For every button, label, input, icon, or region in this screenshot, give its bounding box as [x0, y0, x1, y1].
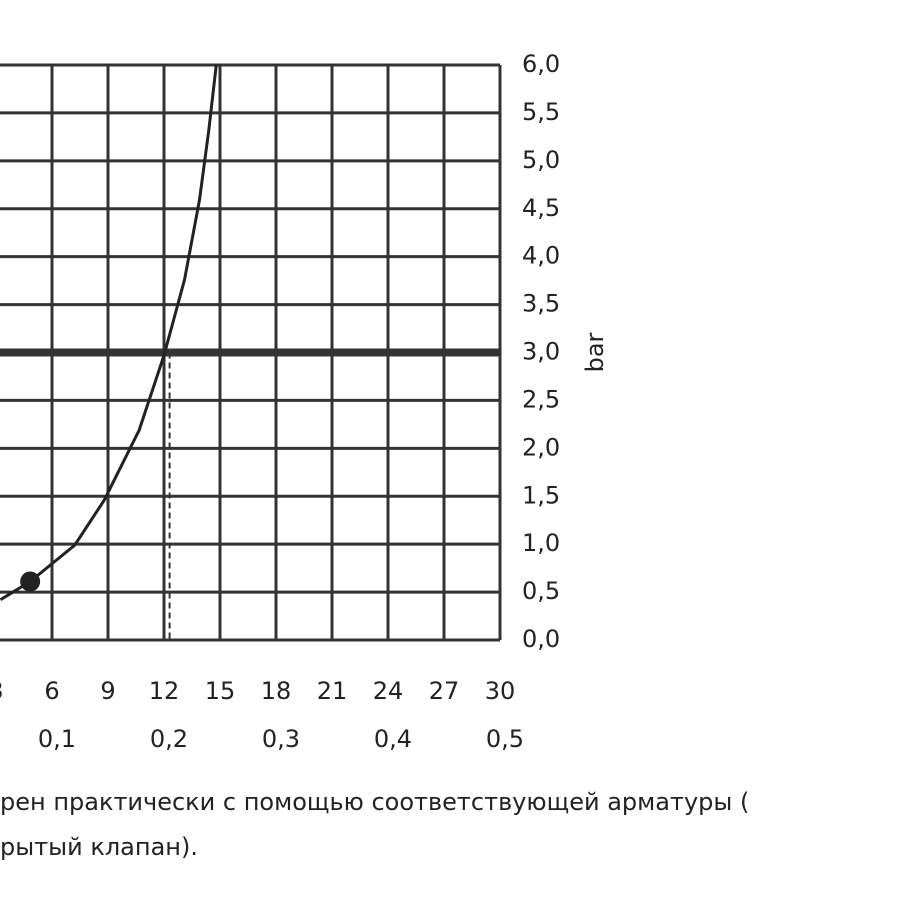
- y-tick-label: 3,5: [522, 290, 560, 318]
- y-tick-label: 2,0: [522, 433, 560, 461]
- y-axis-label: bar: [581, 332, 609, 372]
- y-tick-label: 0,5: [522, 577, 560, 605]
- caption-line: рен практически с помощью соответствующе…: [0, 788, 749, 816]
- y-tick-label: 2,5: [522, 385, 560, 413]
- x-tick-label: 15: [205, 677, 236, 705]
- x2-tick-label: 0,1: [38, 725, 76, 753]
- x-tick-label: 12: [149, 677, 180, 705]
- x2-tick-label: 0,4: [374, 725, 412, 753]
- y-tick-label: 0,0: [522, 625, 560, 653]
- x2-tick-label: 0,2: [150, 725, 188, 753]
- x-tick-label: 9: [100, 677, 115, 705]
- y-tick-label: 3,0: [522, 338, 560, 366]
- x2-tick-label: 0,3: [262, 725, 300, 753]
- y-tick-label: 1,5: [522, 481, 560, 509]
- x-tick-label: 27: [429, 677, 460, 705]
- y-tick-label: 6,0: [522, 50, 560, 78]
- x-tick-label: 3: [0, 677, 4, 705]
- marker-point: [20, 571, 41, 592]
- y-tick-label: 1,0: [522, 529, 560, 557]
- y-tick-label: 4,0: [522, 242, 560, 270]
- x-tick-label: 6: [44, 677, 59, 705]
- curve: [0, 64, 218, 602]
- y-tick-label: 5,0: [522, 146, 560, 174]
- x-tick-label: 18: [261, 677, 292, 705]
- y-tick-label: 4,5: [522, 194, 560, 222]
- y-tick-label: 5,5: [522, 98, 560, 126]
- caption-line: рытый клапан).: [0, 833, 198, 861]
- x2-tick-label: 0,5: [486, 725, 524, 753]
- x-tick-label: 30: [485, 677, 516, 705]
- x-tick-label: 24: [373, 677, 404, 705]
- x-tick-label: 21: [317, 677, 348, 705]
